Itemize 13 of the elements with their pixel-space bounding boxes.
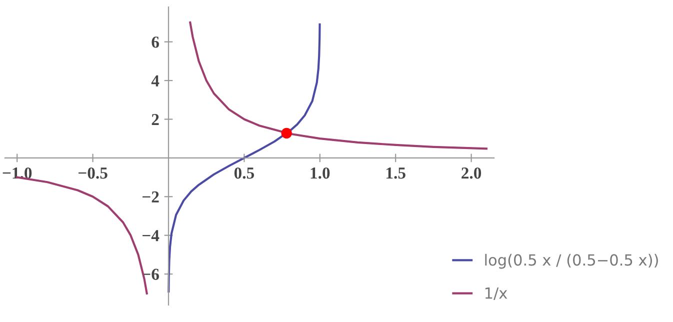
x-tick-label: 0.5 <box>234 167 254 179</box>
y-tick-label: −4 <box>142 230 160 242</box>
y-tick-label: 4 <box>151 75 160 86</box>
x-tick-label: −0.5 <box>78 167 108 179</box>
y-tick-label: 6 <box>152 36 159 48</box>
y-tick-label: −2 <box>142 191 159 202</box>
y-tick-label: −6 <box>142 268 159 280</box>
y-tick-label: 2 <box>152 114 159 126</box>
legend-label: 1/x <box>485 287 508 300</box>
x-tick-label: 1.0 <box>310 167 330 179</box>
x-tick-label: 1.5 <box>386 168 406 179</box>
legend-label: log(0.5 x / (0.5−0.5 x)) <box>485 254 658 269</box>
x-tick-label: 2.0 <box>462 167 482 179</box>
